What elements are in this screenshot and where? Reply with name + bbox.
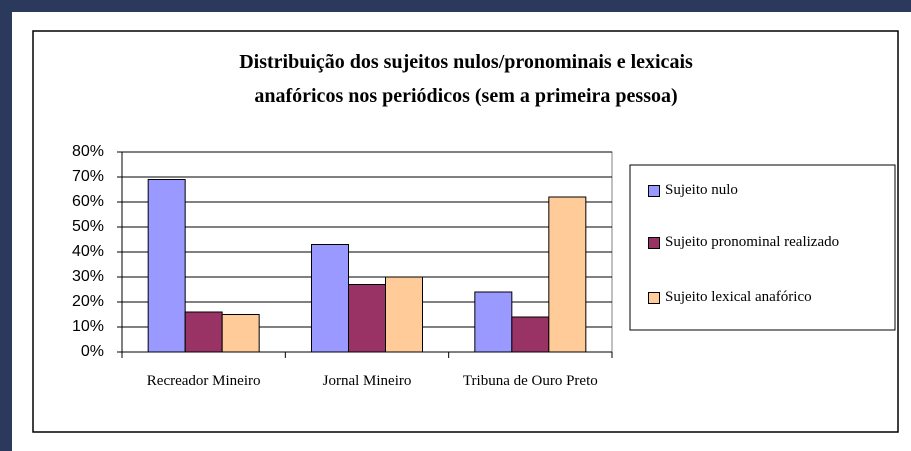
frame-top [0, 0, 911, 12]
y-tick-label: 10% [72, 318, 104, 335]
bar [311, 244, 349, 353]
legend-label: Sujeito lexical anafórico [665, 289, 812, 305]
legend-label: Sujeito nulo [665, 182, 738, 198]
bar [385, 276, 423, 353]
bar [184, 311, 223, 353]
y-tick-label: 40% [72, 243, 104, 260]
legend-swatch [648, 237, 660, 249]
bar [511, 316, 550, 353]
legend-box [629, 164, 896, 331]
y-tick-label: 50% [72, 218, 104, 235]
y-tick-label: 0% [81, 343, 104, 360]
chart-title: Distribuição dos sujeitos nulos/pronomin… [239, 51, 693, 73]
y-tick-label: 60% [72, 193, 104, 210]
legend-label: Sujeito pronominal realizado [665, 234, 840, 250]
y-tick-label: 70% [72, 168, 104, 185]
x-tick-label: Tribuna de Ouro Preto [462, 373, 598, 389]
y-tick-label: 30% [72, 268, 104, 285]
frame-left [0, 0, 12, 451]
x-tick-label: Jornal Mineiro [322, 373, 412, 389]
bar [548, 196, 587, 353]
bar [348, 284, 386, 353]
y-tick-label: 20% [72, 293, 104, 310]
bar [221, 314, 260, 353]
chart-title: anafóricos nos periódicos (sem a primeir… [254, 85, 677, 107]
legend-swatch [648, 292, 660, 304]
bar [474, 291, 513, 353]
x-tick-label: Recreador Mineiro [146, 373, 261, 389]
y-tick-label: 80% [72, 143, 104, 160]
bar [147, 179, 186, 353]
legend-swatch [648, 185, 660, 197]
